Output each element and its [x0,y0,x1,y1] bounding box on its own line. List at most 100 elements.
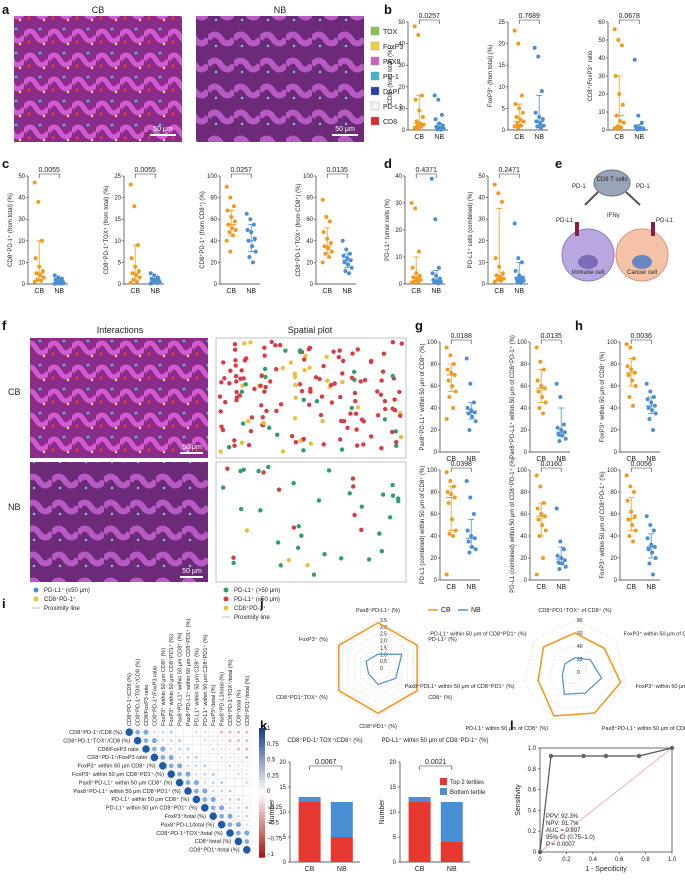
heatmap-marker [228,730,232,734]
y-tick-label: 40 [210,239,217,245]
data-point [453,389,458,394]
y-tick-label: 0 [283,860,287,866]
heatmap-marker [229,781,231,784]
data-point [631,356,636,361]
panel-label-b: b [384,2,392,17]
spatial-point [232,347,238,352]
spatial-point [387,515,393,520]
y-tick-label: 15 [498,63,505,69]
data-point [639,120,644,125]
radar-tick: 1.5 [380,645,387,651]
p-value: 0.0135 [326,167,348,174]
y-axis-label: CD8⁺PD-1⁺ (from CD8⁺) (%) [199,191,206,269]
spatial-point [355,347,360,352]
spatial-point [379,378,384,383]
data-point [636,113,641,118]
y-tick-label: 30 [598,74,605,80]
spatial-point [232,443,237,448]
spatial-point [262,345,267,350]
y-tick-label: 10 [395,255,402,261]
heatmap-marker [169,739,173,742]
y-tick-label: 20 [389,760,396,766]
data-point [450,384,455,388]
cd8-text: CD8 T cells [597,177,628,183]
y-axis-label: Sensitivity [515,784,522,816]
spatial-point [322,551,327,557]
colorbar-segment [259,802,265,807]
radar-grid [348,633,408,703]
radar-tick: 3.5 [380,618,387,624]
data-point [229,215,234,220]
heatmap-marker [212,756,214,759]
y-tick-label: 50 [478,174,485,180]
colorbar-segment [259,753,265,758]
heatmap-marker [229,756,231,759]
legend-label: PD-L1⁺ (≤50 μm) [234,596,280,603]
data-point [39,238,44,243]
y-tick-label: 80 [520,490,527,496]
data-point [323,251,328,256]
heatmap-marker [168,754,174,760]
y-axis-label: CD8⁺PD-1⁺TOX⁺ (from total) (%) [103,185,110,274]
data-point [537,534,542,538]
y-tick-label: 20 [306,260,313,266]
data-point [421,122,426,127]
y-tick-label: 60 [430,384,437,390]
scale-label: 50 μm [335,126,355,133]
data-point [432,93,437,98]
colorbar-segment [259,834,265,839]
heatmap-marker [167,770,175,778]
x-tick-label: CB [411,288,421,295]
y-tick-label: 40 [395,174,402,180]
x-tick-label: NB [646,584,656,591]
spatial-point [340,379,345,385]
heatmap-marker [210,796,216,802]
data-point [512,124,517,129]
data-point [152,273,157,278]
y-axis-label: Number [269,799,276,825]
data-point [348,258,353,263]
spatial-point [299,389,305,394]
panel-label-h: h [575,318,583,333]
data-point [516,125,521,130]
data-point [40,269,45,274]
x-tick-label: NB [434,134,444,141]
heatmap-marker [178,739,182,743]
heatmap-marker [185,780,191,786]
y-tick-label: 60 [430,512,437,518]
spatial-point [392,397,397,402]
row-label: CD8⁺PD-1⁺TOX⁺/total (%) [156,830,223,837]
data-point [537,406,542,410]
y-axis-label: FoxP3⁺ within 50 μm of CD8⁺PD-1⁺ (%) [599,471,606,578]
heatmap-marker [204,748,206,750]
y-tick-label: 0 [310,282,314,288]
data-point [519,280,523,285]
roc-curve [539,747,673,853]
data-point [439,127,443,132]
data-point [541,367,546,372]
data-point [414,271,419,276]
heatmap-marker [226,829,234,837]
heatmap-marker [186,747,190,751]
legend-swatch [440,788,447,795]
roc-stat: AUC = 0.897 [546,828,581,834]
data-point [231,233,235,238]
heatmap-marker [244,830,250,836]
panel-label-k: k [260,718,268,733]
data-point [225,208,230,213]
legend-label: PD-1 [383,74,399,81]
heatmap-marker [178,731,181,733]
data-point [560,561,565,566]
spatial-point [359,504,364,509]
heatmap-marker [212,739,215,742]
y-tick-label: 100 [607,468,618,474]
cd8-label: CD8 T cells [597,177,628,183]
colorbar-segment [259,844,265,849]
spatial-point [262,366,268,372]
y-tick-label: 40 [398,42,405,48]
heatmap-marker [187,739,189,742]
colorbar-segment [259,779,265,784]
y-tick-label: 1.0 [528,746,537,752]
spatial-point [264,408,269,414]
